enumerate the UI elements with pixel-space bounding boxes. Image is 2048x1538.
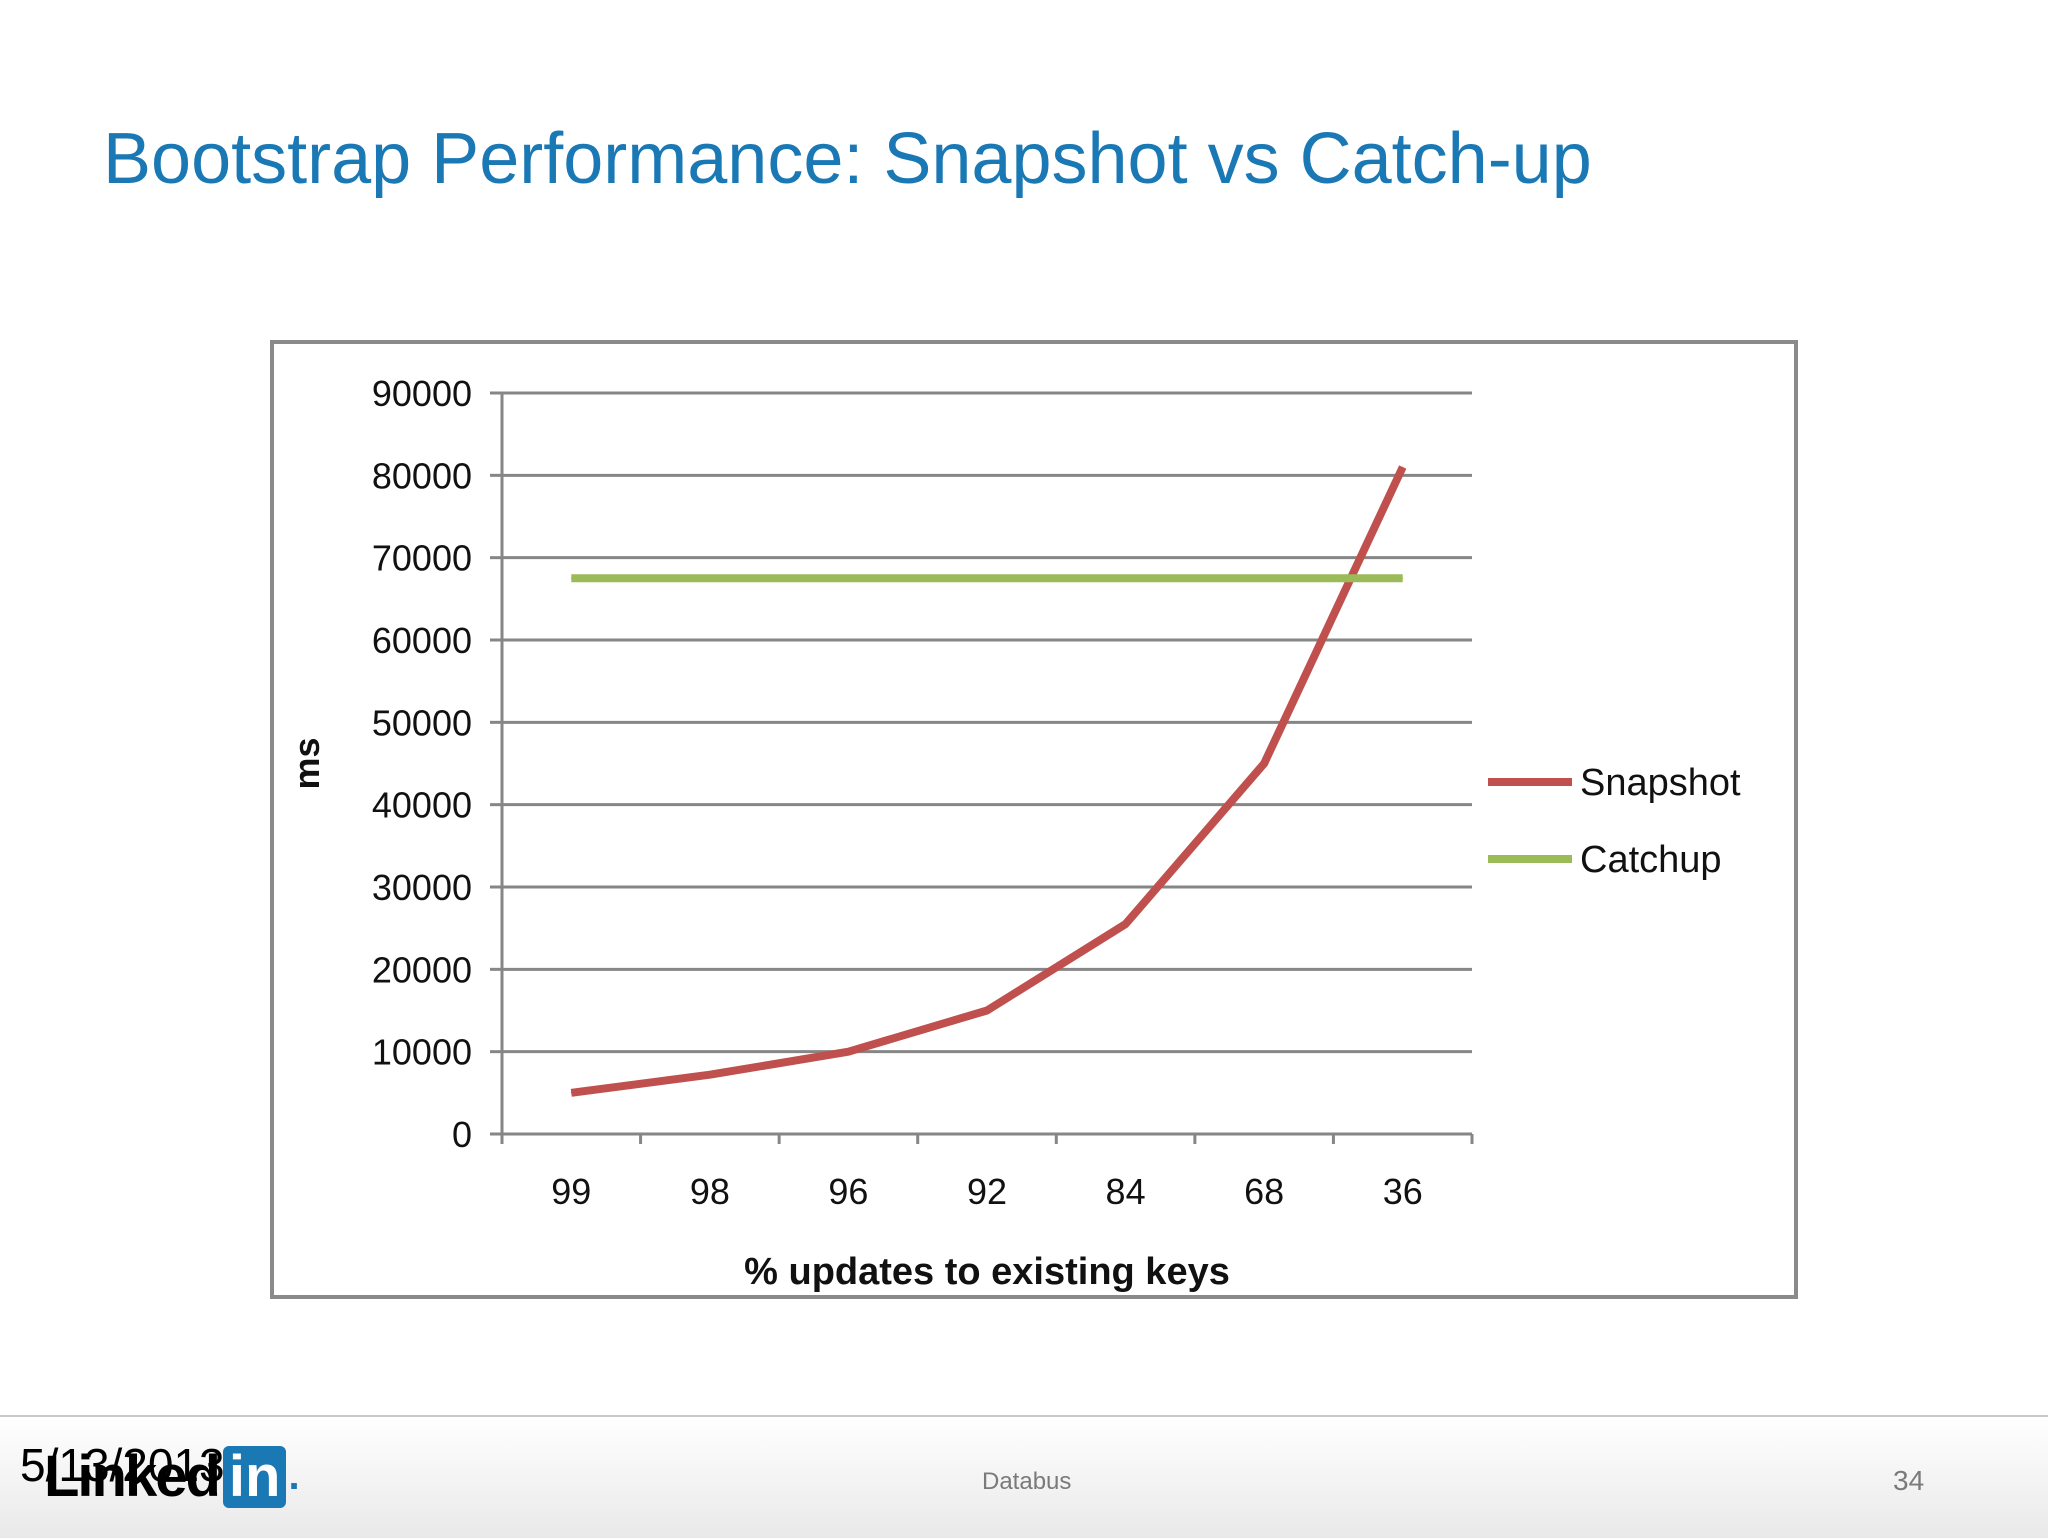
y-tick-label: 70000: [372, 538, 472, 579]
y-tick-label: 50000: [372, 702, 472, 743]
y-tick-label: 60000: [372, 620, 472, 661]
data-point: [1263, 763, 1265, 764]
logo-text: Linked: [44, 1444, 221, 1509]
data-point: [570, 577, 572, 579]
line-chart: 0 10000 20000 30000 40000 50000 60000 70000 8000…: [286, 373, 1741, 1293]
y-tick-label: 0: [452, 1114, 472, 1155]
y-tick-label: 30000: [372, 867, 472, 908]
logo-dot: .: [288, 1454, 299, 1498]
data-point: [1402, 577, 1404, 579]
legend-label: Snapshot: [1580, 762, 1741, 804]
data-point: [1125, 923, 1127, 925]
logo-box: in: [222, 1445, 287, 1508]
y-tick-label: 80000: [372, 455, 472, 496]
x-tick-label: 99: [551, 1171, 591, 1212]
data-point: [1263, 577, 1265, 579]
footer-bar: [0, 1415, 2048, 1538]
y-tick-label: 40000: [372, 785, 472, 826]
chart-frame: 0 10000 20000 30000 40000 50000 60000 70000 8000…: [270, 340, 1798, 1299]
data-point: [709, 577, 711, 579]
linkedin-logo: Linked in.: [44, 1443, 300, 1510]
data-point: [986, 577, 988, 579]
x-tick-label: 84: [1106, 1171, 1146, 1212]
x-tick-label: 68: [1244, 1171, 1284, 1212]
x-tick-label: 92: [967, 1171, 1007, 1212]
y-tick-label: 90000: [372, 373, 472, 414]
y-tick-label: 20000: [372, 949, 472, 990]
data-point: [709, 1074, 711, 1076]
series-line-snapshot: [570, 465, 1407, 1097]
footer-date: 5/13/2013: [20, 1439, 225, 1491]
slide-title: Bootstrap Performance: Snapshot vs Catch…: [103, 119, 1592, 199]
x-tick-label: 36: [1383, 1171, 1423, 1212]
data-point: [847, 1051, 849, 1053]
data-point: [1402, 466, 1404, 468]
legend-label: Catchup: [1580, 839, 1722, 881]
page-number: 34: [1893, 1465, 1925, 1496]
data-point: [847, 577, 849, 579]
x-axis-title: % updates to existing keys: [744, 1251, 1230, 1293]
y-axis-title: ms: [286, 737, 327, 789]
data-point: [570, 1092, 572, 1094]
data-point: [986, 1010, 988, 1011]
data-point: [1125, 577, 1127, 579]
footer-center-text: Databus: [982, 1468, 1072, 1495]
x-tick-label: 96: [828, 1171, 868, 1212]
x-tick-label: 98: [690, 1171, 730, 1212]
y-tick-label: 10000: [372, 1032, 472, 1073]
